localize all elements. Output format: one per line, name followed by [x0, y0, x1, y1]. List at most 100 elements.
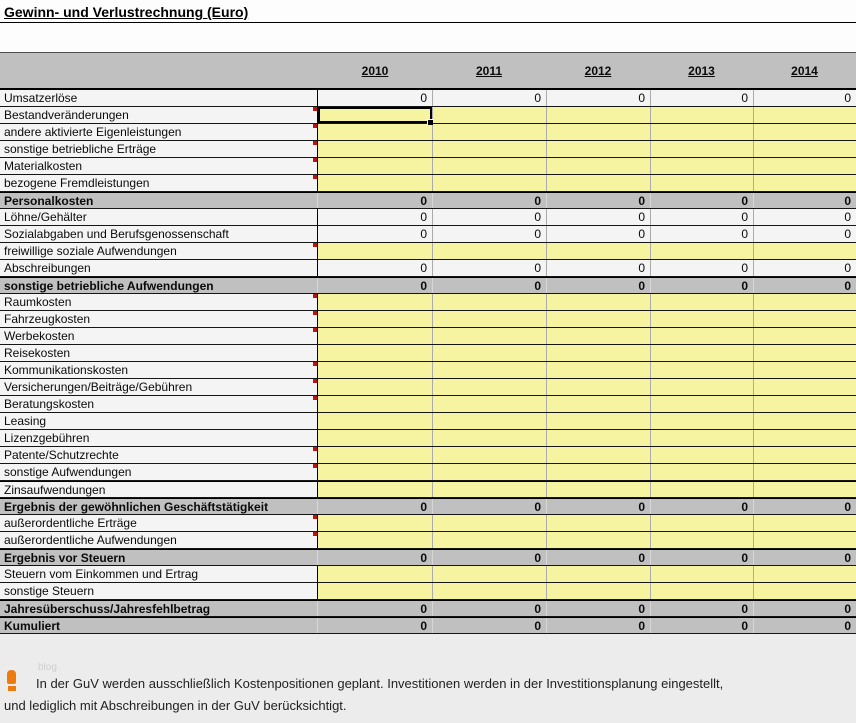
value-cell[interactable]: 0: [546, 90, 650, 106]
row-label-cell[interactable]: Reisekosten: [0, 345, 318, 361]
value-cell[interactable]: [753, 294, 856, 310]
value-cell[interactable]: 0: [546, 226, 650, 242]
value-cell[interactable]: [546, 583, 650, 599]
value-cell[interactable]: [546, 243, 650, 259]
value-cell[interactable]: 0: [753, 226, 856, 242]
value-cell[interactable]: [650, 413, 753, 429]
value-cell[interactable]: 0: [318, 550, 432, 565]
row-label-cell[interactable]: Leasing: [0, 413, 318, 429]
value-cell[interactable]: 0: [318, 618, 432, 633]
value-cell[interactable]: [753, 175, 856, 191]
value-cell[interactable]: 0: [432, 209, 546, 225]
value-cell[interactable]: 0: [546, 550, 650, 565]
value-cell[interactable]: [650, 396, 753, 412]
value-cell[interactable]: [318, 158, 432, 174]
value-cell[interactable]: [432, 430, 546, 446]
year-column-header[interactable]: 2013: [688, 63, 715, 78]
value-cell[interactable]: 0: [432, 260, 546, 276]
value-cell[interactable]: [753, 413, 856, 429]
value-cell[interactable]: 0: [432, 278, 546, 293]
value-cell[interactable]: [650, 345, 753, 361]
value-cell[interactable]: [650, 243, 753, 259]
value-cell[interactable]: [650, 294, 753, 310]
year-column-header[interactable]: 2010: [361, 63, 389, 78]
value-cell[interactable]: [432, 447, 546, 463]
value-cell[interactable]: [546, 141, 650, 157]
row-label-cell[interactable]: Materialkosten: [0, 158, 318, 174]
value-cell[interactable]: [432, 532, 546, 548]
value-cell[interactable]: [432, 141, 546, 157]
value-cell[interactable]: 0: [318, 278, 432, 293]
selected-cell[interactable]: [318, 107, 433, 125]
value-cell[interactable]: [432, 413, 546, 429]
value-cell[interactable]: 0: [318, 499, 432, 514]
value-cell[interactable]: 0: [432, 601, 546, 616]
row-label-cell[interactable]: freiwillige soziale Aufwendungen: [0, 243, 318, 259]
value-cell[interactable]: 0: [432, 193, 546, 208]
value-cell[interactable]: [650, 107, 753, 123]
value-cell[interactable]: 0: [753, 260, 856, 276]
row-label-cell[interactable]: sonstige Aufwendungen: [0, 464, 318, 480]
value-cell[interactable]: [650, 583, 753, 599]
value-cell[interactable]: [753, 124, 856, 140]
value-cell[interactable]: [753, 482, 856, 497]
value-cell[interactable]: [650, 430, 753, 446]
value-cell[interactable]: [318, 532, 432, 548]
value-cell[interactable]: 0: [650, 260, 753, 276]
row-label-cell[interactable]: Zinsaufwendungen: [0, 482, 318, 497]
value-cell[interactable]: [432, 175, 546, 191]
row-label-cell[interactable]: Raumkosten: [0, 294, 318, 310]
value-cell[interactable]: [650, 515, 753, 531]
value-cell[interactable]: [432, 311, 546, 327]
row-label-cell[interactable]: Bestandveränderungen: [0, 107, 318, 123]
row-label-cell[interactable]: Versicherungen/Beiträge/Gebühren: [0, 379, 318, 395]
value-cell[interactable]: 0: [318, 260, 432, 276]
value-cell[interactable]: 0: [432, 550, 546, 565]
row-label-cell[interactable]: Beratungskosten: [0, 396, 318, 412]
value-cell[interactable]: [546, 566, 650, 582]
value-cell[interactable]: [546, 107, 650, 123]
value-cell[interactable]: [650, 158, 753, 174]
value-cell[interactable]: [650, 464, 753, 480]
row-label-cell[interactable]: Ergebnis der gewöhnlichen Geschäftstätig…: [0, 499, 318, 514]
row-label-cell[interactable]: Abschreibungen: [0, 260, 318, 276]
value-cell[interactable]: [753, 532, 856, 548]
value-cell[interactable]: [546, 124, 650, 140]
row-label-cell[interactable]: Löhne/Gehälter: [0, 209, 318, 225]
value-cell[interactable]: [650, 311, 753, 327]
value-cell[interactable]: 0: [546, 260, 650, 276]
row-label-cell[interactable]: Ergebnis vor Steuern: [0, 550, 318, 565]
value-cell[interactable]: 0: [546, 193, 650, 208]
value-cell[interactable]: [546, 532, 650, 548]
value-cell[interactable]: [650, 447, 753, 463]
value-cell[interactable]: [546, 396, 650, 412]
value-cell[interactable]: [432, 464, 546, 480]
value-cell[interactable]: [432, 158, 546, 174]
value-cell[interactable]: [318, 515, 432, 531]
value-cell[interactable]: [318, 345, 432, 361]
value-cell[interactable]: [546, 482, 650, 497]
value-cell[interactable]: 0: [650, 601, 753, 616]
value-cell[interactable]: [546, 158, 650, 174]
value-cell[interactable]: 0: [432, 226, 546, 242]
value-cell[interactable]: [753, 345, 856, 361]
row-label-cell[interactable]: Kommunikationskosten: [0, 362, 318, 378]
value-cell[interactable]: [753, 158, 856, 174]
value-cell[interactable]: [546, 515, 650, 531]
value-cell[interactable]: [432, 294, 546, 310]
value-cell[interactable]: [318, 175, 432, 191]
value-cell[interactable]: [650, 141, 753, 157]
value-cell[interactable]: [546, 175, 650, 191]
row-label-cell[interactable]: außerordentliche Erträge: [0, 515, 318, 531]
value-cell[interactable]: [318, 294, 432, 310]
value-cell[interactable]: [546, 464, 650, 480]
value-cell[interactable]: 0: [650, 618, 753, 633]
value-cell[interactable]: [546, 294, 650, 310]
value-cell[interactable]: [318, 379, 432, 395]
value-cell[interactable]: [753, 362, 856, 378]
value-cell[interactable]: 0: [650, 209, 753, 225]
value-cell[interactable]: 0: [650, 226, 753, 242]
value-cell[interactable]: [546, 413, 650, 429]
value-cell[interactable]: 0: [318, 193, 432, 208]
value-cell[interactable]: [318, 413, 432, 429]
